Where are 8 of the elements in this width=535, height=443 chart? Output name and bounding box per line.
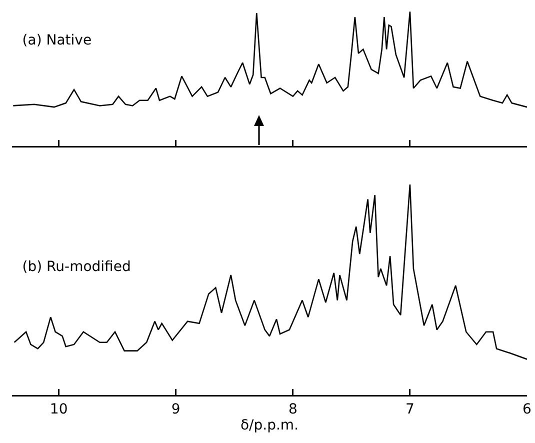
x-tick-label: 10 — [50, 401, 68, 418]
x-tick-label: 8 — [288, 401, 298, 418]
x-tick-label: 7 — [405, 401, 414, 418]
x-tick-label: 6 — [522, 401, 532, 418]
x-axis-title: δ/p.p.m. — [240, 417, 299, 434]
x-tick-label: 9 — [171, 401, 180, 418]
text: (b) Ru-modified — [22, 259, 131, 276]
text: (a) Native — [22, 32, 92, 48]
